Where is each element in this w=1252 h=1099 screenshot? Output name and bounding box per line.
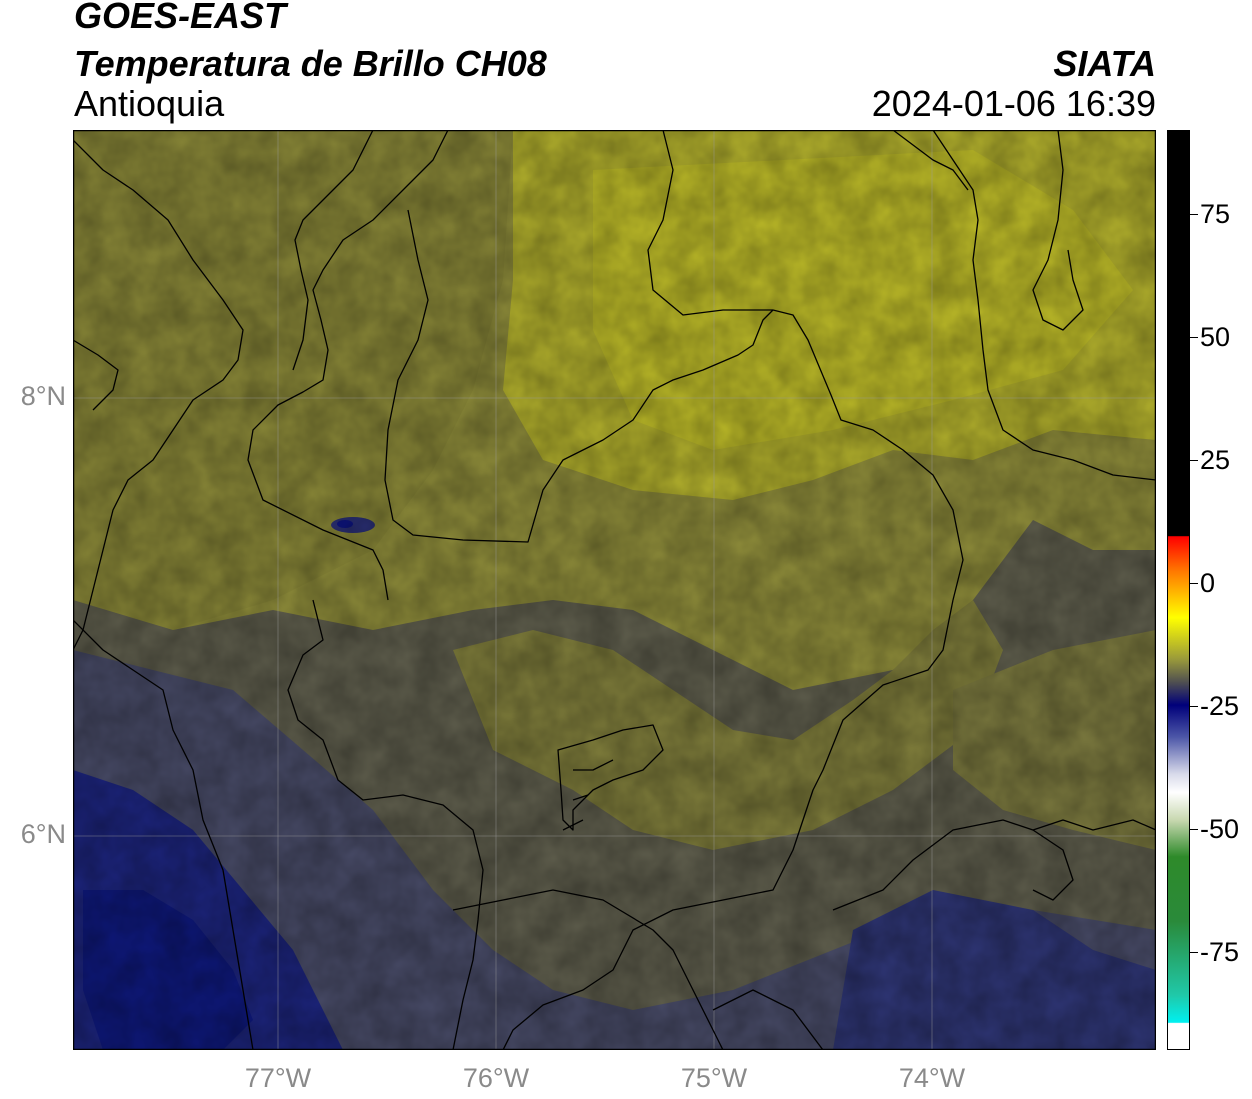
boundary-metro-inner	[562, 759, 614, 831]
colorbar-tick	[1190, 828, 1198, 830]
colorbar-tick-label: -50	[1200, 813, 1240, 844]
boundary-antioquia-southeast	[502, 599, 954, 1050]
lon-label-74w: 74°W	[898, 1063, 966, 1093]
datetime-label: 2024-01-06 16:39	[871, 83, 1156, 124]
lat-label-8n: 8°N	[20, 381, 66, 411]
colorbar-tick-label: -75	[1200, 936, 1240, 967]
map-panel	[73, 130, 1156, 1050]
map-frame	[73, 130, 1156, 1050]
boundary-south-east-2	[712, 989, 824, 1050]
colorbar-tick	[1190, 213, 1198, 215]
colorbar-tick-label: 0	[1200, 567, 1216, 598]
colorbar-tick	[1190, 336, 1198, 338]
boundary-northeast	[892, 130, 969, 191]
boundary-caldas	[452, 889, 724, 1050]
boundary-bolivar-east	[932, 130, 1156, 481]
colorbar-tick-label: -25	[1200, 690, 1240, 721]
colorbar-tick	[1190, 951, 1198, 953]
lat-label-6n: 6°N	[20, 819, 66, 849]
region-label: Antioquia	[74, 83, 225, 124]
boundary-cordoba-bolivar	[647, 130, 773, 316]
boundary-far-east	[1032, 130, 1084, 331]
boundary-antioquia-north	[384, 209, 964, 601]
colorbar-tick-label: 75	[1200, 198, 1231, 229]
colorbar	[1167, 130, 1190, 1050]
colorbar-tick-label: 50	[1200, 321, 1231, 352]
coastline-west-inner	[73, 339, 119, 411]
colorbar-tick	[1190, 582, 1198, 584]
colorbar-frame	[1167, 130, 1190, 1050]
map-subtitle: Temperatura de Brillo CH08	[74, 43, 547, 84]
colorbar-tick	[1190, 705, 1198, 707]
boundary-choco	[73, 619, 254, 1050]
colorbar-fill	[1167, 130, 1190, 1050]
lon-label-76w: 76°W	[462, 1063, 530, 1093]
coastline-uraba	[73, 139, 244, 651]
lon-label-77w: 77°W	[244, 1063, 312, 1093]
coastline-gulf-inner	[292, 130, 374, 371]
map-title: GOES-EAST	[74, 0, 287, 36]
colorbar-svg	[1167, 130, 1190, 1050]
graticule	[73, 130, 1156, 1050]
lon-label-75w: 75°W	[680, 1063, 748, 1093]
boundaries	[73, 130, 1156, 1050]
colorbar-tick-label: 25	[1200, 444, 1231, 475]
coastline-gulf	[247, 130, 449, 601]
boundary-metro-valley	[557, 724, 664, 831]
map-svg	[73, 130, 1156, 1050]
boundary-antioquia-south-west	[287, 599, 484, 1050]
field-texture	[73, 130, 1156, 1050]
boundary-magdalena	[832, 819, 1156, 911]
organization-label: SIATA	[1053, 43, 1156, 84]
boundary-southeast-loop	[1032, 829, 1074, 901]
colorbar-tick	[1190, 459, 1198, 461]
